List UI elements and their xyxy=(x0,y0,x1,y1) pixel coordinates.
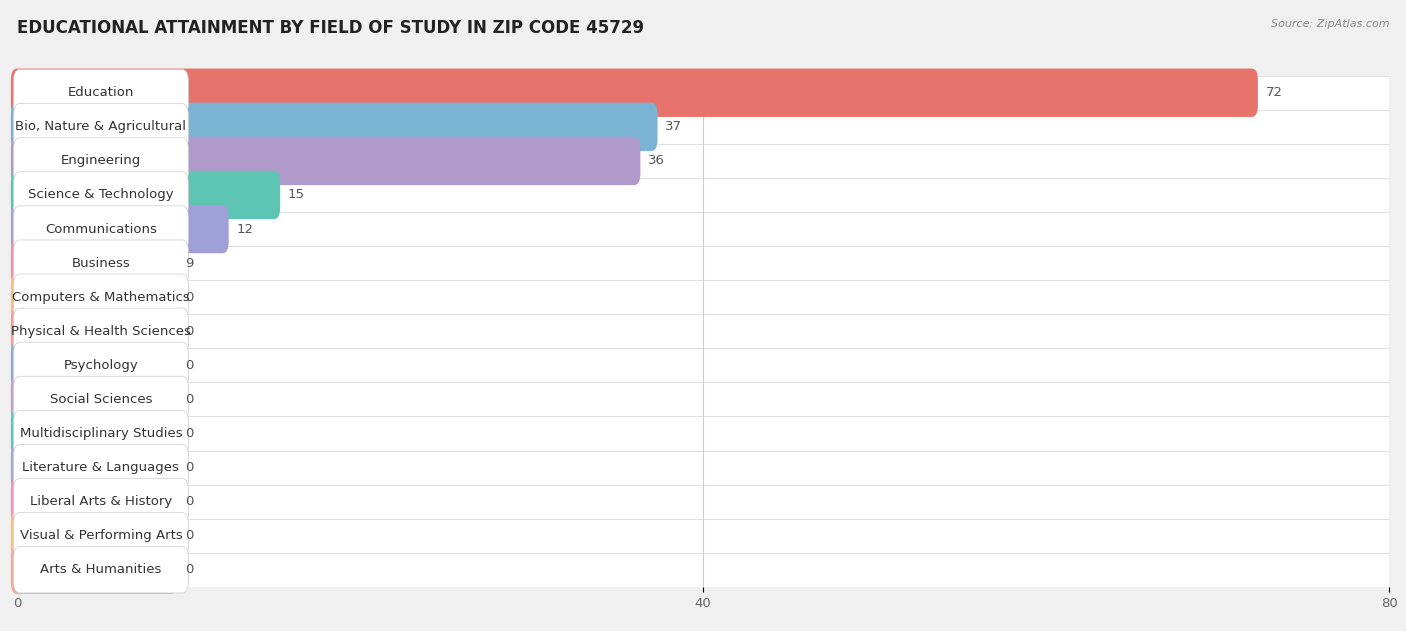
FancyBboxPatch shape xyxy=(11,171,280,219)
FancyBboxPatch shape xyxy=(14,172,188,218)
FancyBboxPatch shape xyxy=(17,212,1389,246)
FancyBboxPatch shape xyxy=(11,375,177,423)
Text: Engineering: Engineering xyxy=(60,155,141,167)
FancyBboxPatch shape xyxy=(11,239,177,287)
Text: 0: 0 xyxy=(186,529,194,542)
FancyBboxPatch shape xyxy=(17,416,1389,451)
FancyBboxPatch shape xyxy=(17,110,1389,144)
FancyBboxPatch shape xyxy=(11,69,1258,117)
FancyBboxPatch shape xyxy=(14,274,188,321)
Text: 36: 36 xyxy=(648,155,665,167)
FancyBboxPatch shape xyxy=(14,138,188,184)
Text: Business: Business xyxy=(72,257,131,269)
FancyBboxPatch shape xyxy=(11,546,177,594)
Text: 0: 0 xyxy=(186,427,194,440)
Text: 0: 0 xyxy=(186,291,194,304)
Text: 12: 12 xyxy=(236,223,253,235)
Text: 37: 37 xyxy=(665,121,682,133)
FancyBboxPatch shape xyxy=(14,410,188,457)
FancyBboxPatch shape xyxy=(14,376,188,423)
FancyBboxPatch shape xyxy=(11,341,177,389)
Text: Computers & Mathematics: Computers & Mathematics xyxy=(13,291,190,304)
Text: Social Sciences: Social Sciences xyxy=(49,393,152,406)
FancyBboxPatch shape xyxy=(14,103,188,150)
FancyBboxPatch shape xyxy=(14,240,188,286)
FancyBboxPatch shape xyxy=(17,519,1389,553)
FancyBboxPatch shape xyxy=(11,478,177,526)
Text: 15: 15 xyxy=(288,189,305,201)
Text: Communications: Communications xyxy=(45,223,157,235)
FancyBboxPatch shape xyxy=(11,307,177,355)
FancyBboxPatch shape xyxy=(17,280,1389,314)
Text: 0: 0 xyxy=(186,495,194,508)
Text: 72: 72 xyxy=(1265,86,1282,99)
FancyBboxPatch shape xyxy=(14,512,188,559)
FancyBboxPatch shape xyxy=(14,478,188,525)
FancyBboxPatch shape xyxy=(17,451,1389,485)
FancyBboxPatch shape xyxy=(11,205,229,253)
Text: Liberal Arts & History: Liberal Arts & History xyxy=(30,495,172,508)
Text: Psychology: Psychology xyxy=(63,359,138,372)
FancyBboxPatch shape xyxy=(14,206,188,252)
FancyBboxPatch shape xyxy=(11,410,177,457)
Text: 0: 0 xyxy=(186,461,194,474)
FancyBboxPatch shape xyxy=(17,553,1389,587)
Text: 0: 0 xyxy=(186,325,194,338)
FancyBboxPatch shape xyxy=(11,273,177,321)
FancyBboxPatch shape xyxy=(14,308,188,355)
Text: Science & Technology: Science & Technology xyxy=(28,189,174,201)
FancyBboxPatch shape xyxy=(17,314,1389,348)
Text: 9: 9 xyxy=(186,257,194,269)
FancyBboxPatch shape xyxy=(14,546,188,593)
FancyBboxPatch shape xyxy=(11,103,658,151)
FancyBboxPatch shape xyxy=(14,69,188,116)
Text: Education: Education xyxy=(67,86,134,99)
FancyBboxPatch shape xyxy=(17,144,1389,178)
Text: 0: 0 xyxy=(186,563,194,576)
Text: Multidisciplinary Studies: Multidisciplinary Studies xyxy=(20,427,183,440)
FancyBboxPatch shape xyxy=(17,76,1389,110)
FancyBboxPatch shape xyxy=(17,246,1389,280)
Text: EDUCATIONAL ATTAINMENT BY FIELD OF STUDY IN ZIP CODE 45729: EDUCATIONAL ATTAINMENT BY FIELD OF STUDY… xyxy=(17,19,644,37)
FancyBboxPatch shape xyxy=(17,178,1389,212)
Text: Physical & Health Sciences: Physical & Health Sciences xyxy=(11,325,191,338)
Text: 0: 0 xyxy=(186,393,194,406)
FancyBboxPatch shape xyxy=(11,512,177,560)
Text: Bio, Nature & Agricultural: Bio, Nature & Agricultural xyxy=(15,121,187,133)
Text: Visual & Performing Arts: Visual & Performing Arts xyxy=(20,529,183,542)
FancyBboxPatch shape xyxy=(14,342,188,389)
FancyBboxPatch shape xyxy=(17,485,1389,519)
FancyBboxPatch shape xyxy=(17,348,1389,382)
Text: Arts & Humanities: Arts & Humanities xyxy=(41,563,162,576)
FancyBboxPatch shape xyxy=(14,444,188,491)
Text: Source: ZipAtlas.com: Source: ZipAtlas.com xyxy=(1271,19,1389,29)
FancyBboxPatch shape xyxy=(11,137,640,185)
FancyBboxPatch shape xyxy=(17,382,1389,416)
FancyBboxPatch shape xyxy=(11,444,177,492)
Text: 0: 0 xyxy=(186,359,194,372)
Text: Literature & Languages: Literature & Languages xyxy=(22,461,180,474)
